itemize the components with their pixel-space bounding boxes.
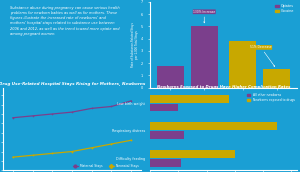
- Bar: [157, 66, 184, 88]
- Bar: [150, 122, 277, 130]
- Bar: [150, 150, 235, 158]
- Bar: [150, 131, 184, 139]
- Title: Drug Use-Related Hospital Stays Rising for Mothers, Newborns: Drug Use-Related Hospital Stays Rising f…: [0, 82, 145, 86]
- Y-axis label: Rate of Substance-Related Stays
per 1,000 Total Stays: Rate of Substance-Related Stays per 1,00…: [131, 22, 140, 67]
- Bar: [150, 104, 178, 111]
- Bar: [150, 95, 229, 103]
- Text: Substance abuse during pregnancy can cause serious health
problems for newborn b: Substance abuse during pregnancy can cau…: [10, 6, 119, 36]
- Legend: Maternal Stays, Neonatal Stays: Maternal Stays, Neonatal Stays: [73, 164, 140, 169]
- Bar: [150, 159, 181, 167]
- Text: 51% Decrease: 51% Decrease: [250, 45, 275, 67]
- Bar: [263, 69, 290, 88]
- Title: Newborns Exposed to Drugs Have Higher Complication Rates: Newborns Exposed to Drugs Have Higher Co…: [157, 85, 290, 89]
- Text: 130% Increase: 130% Increase: [193, 10, 215, 23]
- Legend: Opiates, Cocaine: Opiates, Cocaine: [274, 3, 295, 14]
- Legend: All other newborns, Newborns exposed to drugs: All other newborns, Newborns exposed to …: [247, 93, 296, 103]
- Bar: [191, 26, 218, 88]
- Bar: [229, 41, 256, 88]
